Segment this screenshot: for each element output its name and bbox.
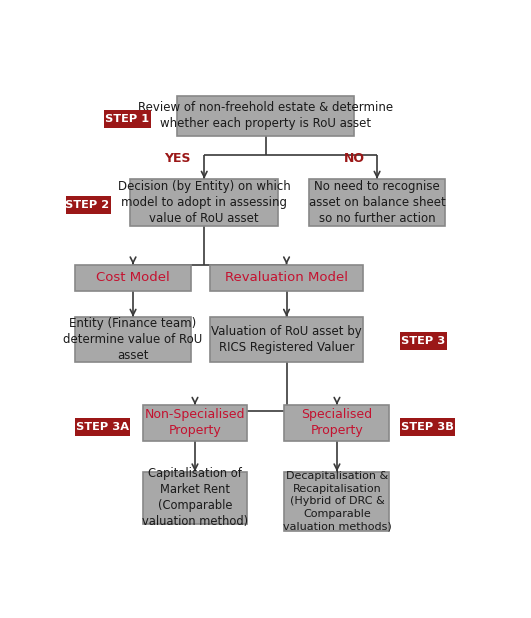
FancyBboxPatch shape: [130, 179, 278, 226]
Text: Decision (by Entity) on which
model to adopt in assessing
value of RoU asset: Decision (by Entity) on which model to a…: [118, 180, 290, 225]
Text: STEP 3B: STEP 3B: [401, 422, 454, 432]
FancyBboxPatch shape: [63, 195, 110, 214]
FancyBboxPatch shape: [210, 265, 363, 290]
Text: Specialised
Property: Specialised Property: [302, 408, 373, 437]
FancyBboxPatch shape: [285, 472, 389, 531]
Text: Revaluation Model: Revaluation Model: [225, 271, 348, 284]
FancyBboxPatch shape: [285, 405, 389, 441]
FancyBboxPatch shape: [142, 405, 247, 441]
Text: STEP 2: STEP 2: [65, 200, 109, 210]
Text: Review of non-freehold estate & determine
whether each property is RoU asset: Review of non-freehold estate & determin…: [139, 101, 393, 130]
FancyBboxPatch shape: [75, 265, 191, 290]
Text: Decapitalisation &
Recapitalisation
(Hybrid of DRC &
Comparable
valuation method: Decapitalisation & Recapitalisation (Hyb…: [282, 472, 391, 531]
Text: Non-Specialised
Property: Non-Specialised Property: [145, 408, 245, 437]
FancyBboxPatch shape: [75, 418, 131, 436]
FancyBboxPatch shape: [75, 317, 191, 362]
Text: Valuation of RoU asset by
RICS Registered Valuer: Valuation of RoU asset by RICS Registere…: [211, 325, 362, 354]
Text: STEP 3A: STEP 3A: [76, 422, 129, 432]
Text: STEP 1: STEP 1: [105, 114, 149, 124]
FancyBboxPatch shape: [309, 179, 445, 226]
Text: STEP 3: STEP 3: [401, 336, 446, 345]
FancyBboxPatch shape: [400, 418, 456, 436]
Text: Cost Model: Cost Model: [96, 271, 170, 284]
FancyBboxPatch shape: [400, 332, 447, 350]
FancyBboxPatch shape: [142, 472, 247, 524]
Text: Capitalisation of
Market Rent
(Comparable
valuation method): Capitalisation of Market Rent (Comparabl…: [142, 467, 248, 528]
Text: YES: YES: [164, 153, 191, 166]
Text: No need to recognise
asset on balance sheet
so no further action: No need to recognise asset on balance sh…: [309, 180, 446, 225]
FancyBboxPatch shape: [177, 96, 355, 136]
Text: NO: NO: [344, 153, 365, 166]
FancyBboxPatch shape: [104, 110, 151, 128]
Text: Entity (Finance team)
determine value of RoU
asset: Entity (Finance team) determine value of…: [63, 317, 203, 362]
FancyBboxPatch shape: [210, 317, 363, 362]
